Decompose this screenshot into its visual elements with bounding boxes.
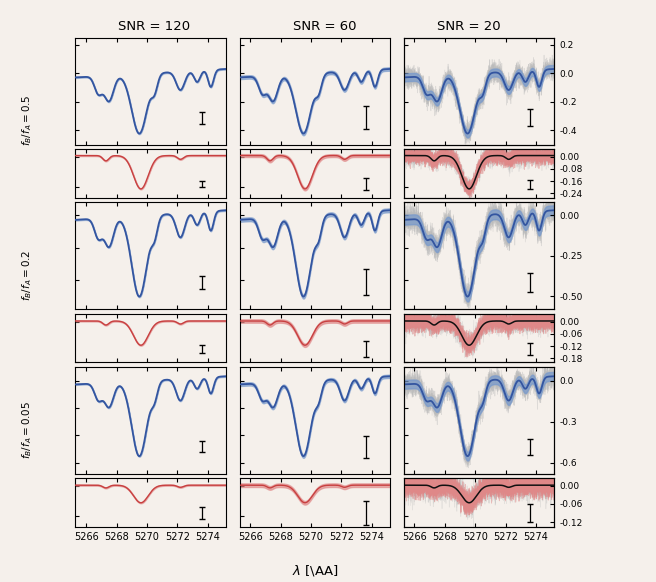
- Text: SNR = 120: SNR = 120: [118, 20, 190, 33]
- Text: $f_B/f_A=0.05$: $f_B/f_A=0.05$: [20, 400, 35, 459]
- Text: SNR = 60: SNR = 60: [293, 20, 356, 33]
- Text: $\lambda$ [\AA]: $\lambda$ [\AA]: [292, 563, 338, 578]
- Text: SNR = 20: SNR = 20: [438, 20, 501, 33]
- Text: $f_B/f_A=0.5$: $f_B/f_A=0.5$: [20, 95, 35, 146]
- Text: $f_B/f_A=0.2$: $f_B/f_A=0.2$: [20, 250, 35, 301]
